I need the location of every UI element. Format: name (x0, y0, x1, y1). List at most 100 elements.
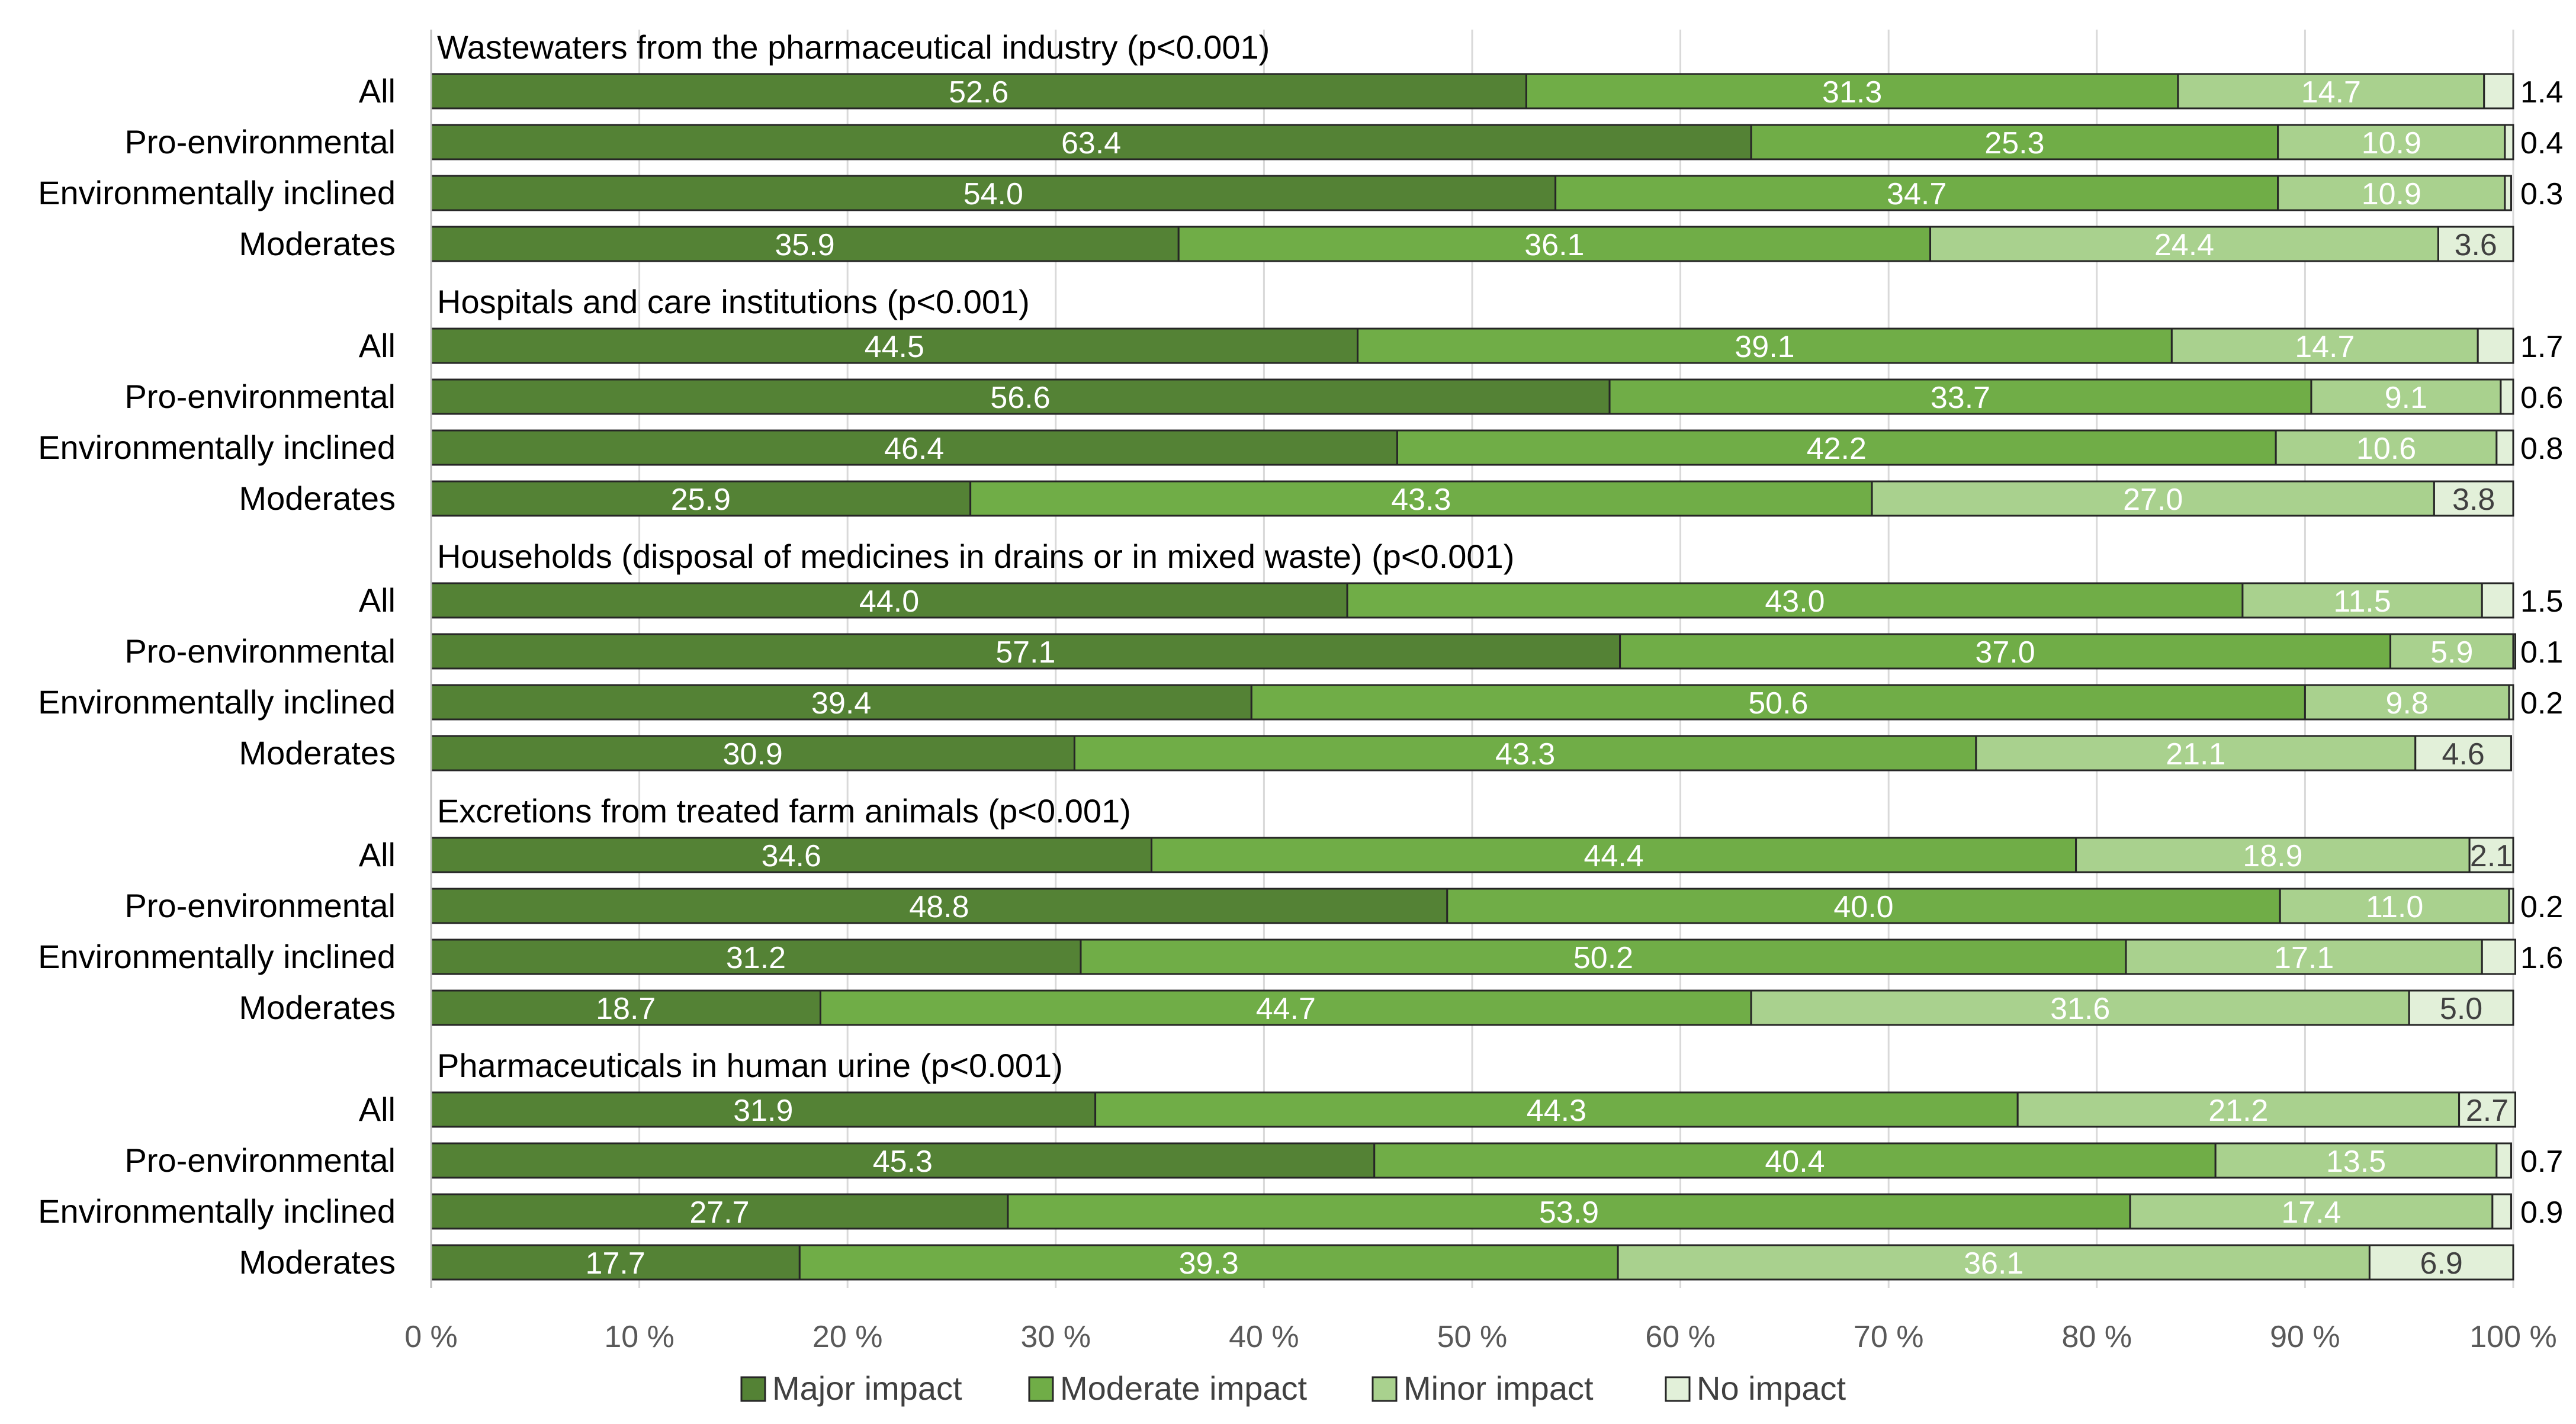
data-label: 21.2 (2208, 1094, 2268, 1128)
legend-label: Minor impact (1403, 1370, 1594, 1407)
bar-segment (2310, 378, 2502, 415)
bar-segment (430, 888, 1448, 924)
data-label: 44.0 (859, 584, 919, 619)
bar-segment (2214, 1142, 2498, 1179)
bar-segment (430, 684, 1252, 721)
data-label: 53.9 (1539, 1195, 1599, 1230)
row-label: Environmentally inclined (38, 938, 396, 975)
bar-segment (2504, 124, 2514, 160)
group-title: Wastewaters from the pharmaceutical indu… (437, 28, 1270, 66)
row-label: Environmentally inclined (38, 429, 396, 466)
bar-segment (1750, 124, 2279, 160)
x-tick-label: 60 % (1645, 1320, 1716, 1354)
data-label: 6.9 (2420, 1246, 2463, 1281)
data-label: 45.3 (873, 1145, 933, 1179)
data-label: 56.6 (990, 381, 1050, 415)
data-label: 34.7 (1887, 177, 1947, 211)
data-label: 44.3 (1527, 1094, 1586, 1128)
bar-segment (2408, 989, 2514, 1026)
bar-segment (2016, 1091, 2461, 1128)
row-label: Pro-environmental (124, 1142, 396, 1179)
bar-segment (430, 938, 1082, 975)
data-label: 42.2 (1807, 432, 1867, 466)
data-label: 36.1 (1964, 1246, 2023, 1281)
row-label: Pro-environmental (124, 887, 396, 924)
data-label: 31.6 (2050, 992, 2110, 1026)
data-label: 40.4 (1765, 1145, 1825, 1179)
row-label: All (359, 836, 396, 873)
x-tick-label: 70 % (1854, 1320, 1924, 1354)
data-label: 9.1 (2385, 381, 2427, 415)
bar-segment (1007, 1193, 2131, 1230)
x-tick-label: 40 % (1229, 1320, 1299, 1354)
legend-swatch (1371, 1376, 1398, 1402)
x-tick-label: 0 % (404, 1320, 458, 1354)
bars (430, 73, 2517, 1281)
data-label: 43.0 (1765, 584, 1825, 619)
group-title: Excretions from treated farm animals (p<… (437, 792, 1131, 830)
row-label: All (359, 327, 396, 364)
data-label: 3.6 (2455, 228, 2497, 262)
bar-segment (2495, 429, 2514, 466)
data-label: 1.5 (2520, 584, 2563, 619)
bar-segment (2477, 327, 2514, 364)
bar-segment (2279, 888, 2510, 924)
bar-segment (2481, 938, 2517, 975)
row-label: Environmentally inclined (38, 174, 396, 211)
bar-segment (2504, 175, 2512, 211)
data-label: 1.6 (2520, 941, 2563, 975)
data-label: 0.1 (2520, 635, 2563, 670)
data-label: 50.2 (1573, 941, 1633, 975)
data-label: 48.8 (909, 890, 969, 924)
group-title: Hospitals and care institutions (p<0.001… (437, 283, 1030, 320)
data-label: 5.0 (2440, 992, 2482, 1026)
data-label: 27.7 (689, 1195, 749, 1230)
x-axis: 0 % 10 % 20 % 30 % 40 % 50 % 60 % 70 % 80 % 90 % 1… (404, 30, 2557, 1354)
bar-segment (1151, 837, 2077, 873)
bar-segment (1554, 175, 2279, 211)
bar-segment (430, 582, 1348, 619)
bar-segment (2414, 735, 2512, 772)
labels: Wastewaters from the pharmaceutical indu… (38, 28, 2563, 1281)
row-label: Environmentally inclined (38, 683, 396, 721)
data-label: 57.1 (995, 635, 1055, 670)
bar-segment (2512, 633, 2517, 670)
bar-segment (1094, 1091, 2019, 1128)
data-label: 39.4 (811, 686, 871, 721)
bar-segment (1346, 582, 2244, 619)
bar-segment (2495, 1142, 2512, 1179)
bar-segment (1357, 327, 2173, 364)
data-label: 2.1 (2470, 839, 2513, 873)
row-label: Moderates (239, 989, 396, 1026)
legend-swatch (740, 1376, 766, 1402)
bar-segment (2075, 837, 2471, 873)
data-label: 27.0 (2123, 483, 2183, 517)
bar-segment (1177, 226, 1932, 262)
data-label: 24.4 (2154, 228, 2214, 262)
data-label: 9.8 (2386, 686, 2429, 721)
data-label: 25.9 (671, 483, 731, 517)
data-label: 44.5 (865, 330, 924, 364)
data-label: 5.9 (2430, 635, 2473, 670)
data-label: 10.9 (2362, 126, 2421, 160)
bar-segment (1617, 1244, 2371, 1281)
legend-label: No impact (1697, 1370, 1846, 1407)
data-label: 50.6 (1748, 686, 1808, 721)
bar-segment (2508, 684, 2514, 721)
bar-segment (2275, 429, 2498, 466)
bar-segment (2125, 938, 2483, 975)
row-label: Pro-environmental (124, 378, 396, 415)
data-label: 0.7 (2520, 1145, 2563, 1179)
row-label: Environmentally inclined (38, 1192, 396, 1230)
x-tick-label: 20 % (812, 1320, 883, 1354)
x-tick-label: 10 % (604, 1320, 674, 1354)
bar-segment (2433, 480, 2514, 517)
data-label: 18.7 (596, 992, 656, 1026)
bar-segment (1073, 735, 1977, 772)
data-label: 0.8 (2520, 432, 2563, 466)
data-label: 52.6 (949, 75, 1008, 110)
bar-segment (2483, 73, 2514, 110)
data-label: 43.3 (1495, 737, 1555, 772)
legend-label: Major impact (772, 1370, 962, 1407)
